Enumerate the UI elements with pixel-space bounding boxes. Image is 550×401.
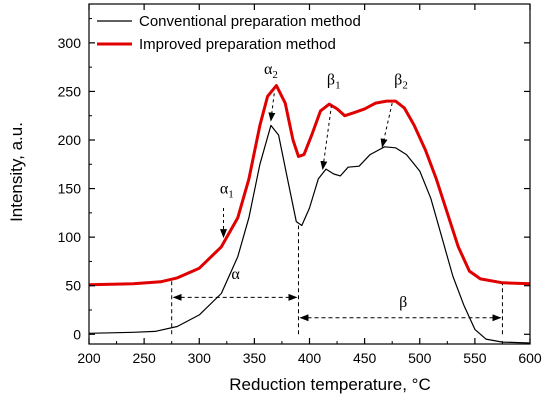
x-tick-label: 550 [463, 350, 487, 366]
x-tick-label: 350 [243, 350, 267, 366]
y-axis-title: Intensity, a.u. [7, 122, 26, 222]
y-tick-label: 0 [73, 326, 81, 342]
y-tick-label: 200 [58, 132, 82, 148]
legend-label-conventional: Conventional preparation method [139, 13, 361, 30]
legend: Conventional preparation method Improved… [97, 13, 361, 53]
x-tick-label: 500 [408, 350, 432, 366]
y-tick-label: 50 [65, 278, 81, 294]
axes: 200 250 300 350 400 450 500 550 600 0 50 100 150 200 2… [58, 3, 542, 366]
peak-label: β2 [394, 72, 408, 92]
peak-label: α [231, 266, 240, 283]
peak-label: α1 [220, 180, 234, 200]
legend-label-improved: Improved preparation method [139, 36, 336, 53]
peak-arrow [320, 104, 333, 171]
x-axis-title: Reduction temperature, °C [229, 375, 430, 394]
x-tick-label: 200 [77, 350, 101, 366]
x-tick-label: 600 [518, 350, 542, 366]
x-tick-label: 250 [132, 350, 156, 366]
y-tick-label: 250 [58, 83, 82, 99]
peak-label-subscript: 1 [228, 188, 234, 200]
peak-label: α2 [264, 61, 278, 81]
peak-label-subscript: 2 [402, 80, 408, 92]
peak-arrow [268, 93, 276, 122]
y-tick-label: 300 [58, 35, 82, 51]
y-tick-label: 150 [58, 181, 82, 197]
peak-label-subscript: 2 [272, 69, 278, 81]
x-tick-label: 450 [353, 350, 377, 366]
peak-label-subscript: 1 [335, 80, 341, 92]
x-tick-label: 400 [298, 350, 322, 366]
plot-area [88, 84, 531, 344]
series-improved-line [88, 84, 531, 287]
x-tick-label: 300 [188, 350, 212, 366]
series-conventional-line [88, 124, 531, 344]
peak-arrow [380, 102, 393, 148]
peak-label: β1 [327, 72, 341, 92]
plot-frame [88, 3, 531, 345]
peak-label: β [399, 294, 407, 311]
y-tick-label: 100 [58, 229, 82, 245]
